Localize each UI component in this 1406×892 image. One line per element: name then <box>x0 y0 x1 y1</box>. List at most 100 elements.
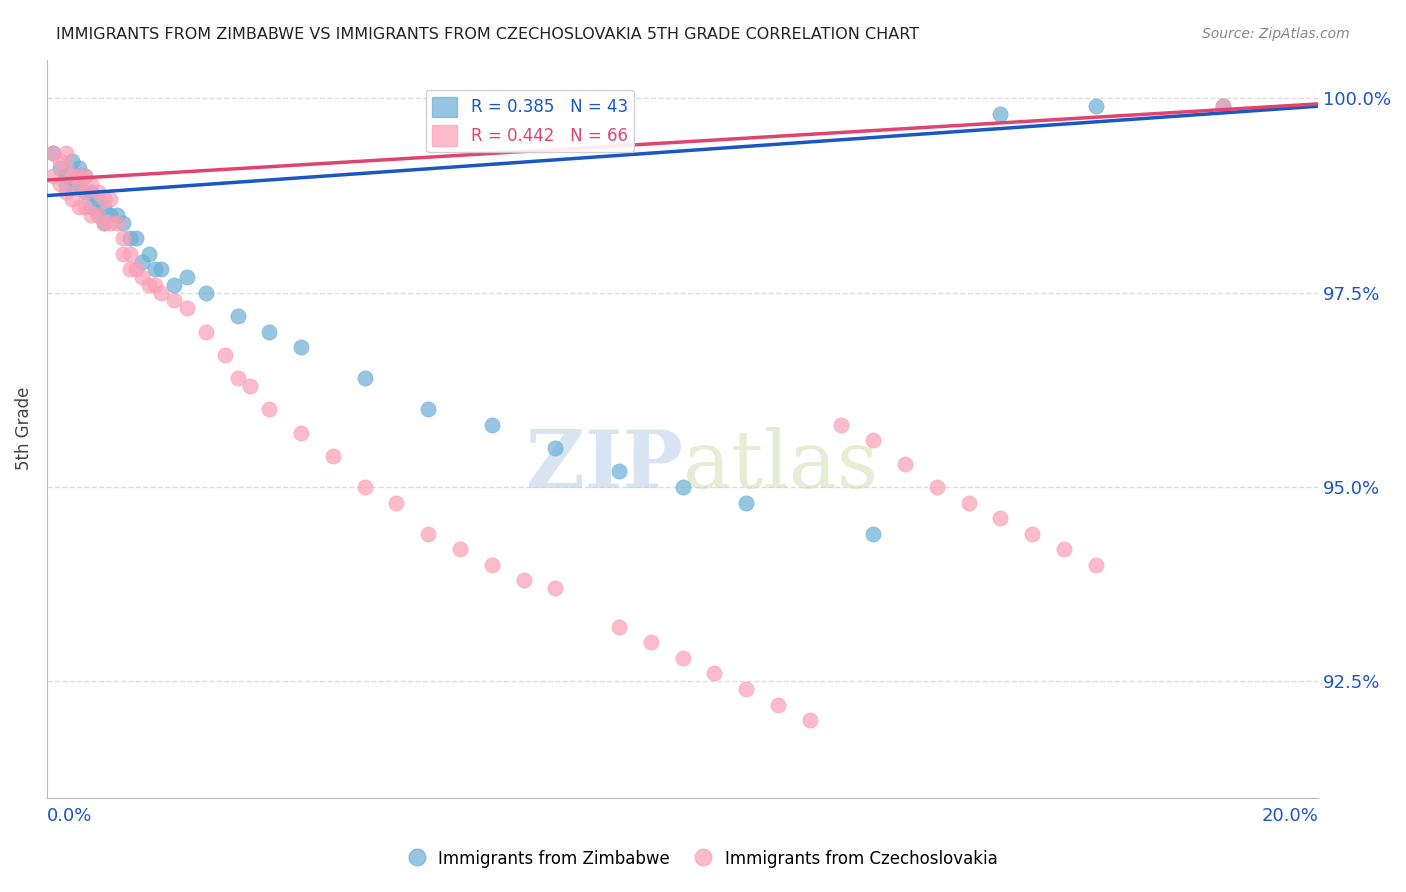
Point <box>80 200 103 214</box>
Point <box>67 169 90 183</box>
Point <box>607 465 630 479</box>
Point <box>67 169 90 183</box>
Point <box>60 169 83 183</box>
Point <box>862 434 884 448</box>
Point <box>87 193 110 207</box>
Point <box>67 161 90 176</box>
Point <box>80 208 103 222</box>
Point <box>957 495 980 509</box>
Point <box>138 277 160 292</box>
Point <box>449 542 471 557</box>
Point <box>55 169 77 183</box>
Point <box>194 285 217 300</box>
Y-axis label: 5th Grade: 5th Grade <box>15 387 32 470</box>
Point <box>481 417 503 432</box>
Point <box>73 200 96 214</box>
Point <box>353 371 375 385</box>
Point <box>112 216 135 230</box>
Legend: R = 0.385   N = 43, R = 0.442   N = 66: R = 0.385 N = 43, R = 0.442 N = 66 <box>426 90 634 153</box>
Point <box>176 301 198 316</box>
Point <box>1053 542 1076 557</box>
Point <box>259 325 281 339</box>
Point <box>42 145 65 160</box>
Point <box>100 193 122 207</box>
Point <box>93 200 115 214</box>
Point <box>80 177 103 191</box>
Point <box>862 526 884 541</box>
Point <box>125 262 148 277</box>
Point <box>640 635 662 649</box>
Text: IMMIGRANTS FROM ZIMBABWE VS IMMIGRANTS FROM CZECHOSLOVAKIA 5TH GRADE CORRELATION: IMMIGRANTS FROM ZIMBABWE VS IMMIGRANTS F… <box>56 27 920 42</box>
Text: Source: ZipAtlas.com: Source: ZipAtlas.com <box>1202 27 1350 41</box>
Point <box>163 277 186 292</box>
Point <box>105 216 128 230</box>
Point <box>105 208 128 222</box>
Point <box>799 713 821 727</box>
Point <box>55 145 77 160</box>
Point <box>418 526 440 541</box>
Point <box>48 153 70 168</box>
Point <box>42 169 65 183</box>
Point <box>353 480 375 494</box>
Point <box>322 449 344 463</box>
Point <box>1212 99 1234 113</box>
Point <box>93 193 115 207</box>
Point <box>1021 526 1043 541</box>
Text: 20.0%: 20.0% <box>1261 807 1319 825</box>
Point <box>385 495 408 509</box>
Point <box>259 402 281 417</box>
Point <box>131 254 153 268</box>
Point <box>100 208 122 222</box>
Point <box>671 480 693 494</box>
Point <box>290 340 312 354</box>
Point <box>131 270 153 285</box>
Point <box>55 177 77 191</box>
Point <box>176 270 198 285</box>
Point <box>735 681 758 696</box>
Point <box>73 185 96 199</box>
Point <box>150 262 173 277</box>
Point <box>512 573 534 587</box>
Point <box>112 231 135 245</box>
Point <box>87 208 110 222</box>
Point <box>150 285 173 300</box>
Point <box>60 153 83 168</box>
Text: 0.0%: 0.0% <box>46 807 93 825</box>
Point <box>607 620 630 634</box>
Point <box>735 495 758 509</box>
Point <box>93 216 115 230</box>
Point <box>671 651 693 665</box>
Point <box>1084 558 1107 572</box>
Point <box>60 177 83 191</box>
Point <box>55 161 77 176</box>
Point <box>73 169 96 183</box>
Text: atlas: atlas <box>682 426 877 505</box>
Point <box>118 247 141 261</box>
Point <box>118 231 141 245</box>
Point <box>830 417 852 432</box>
Point <box>226 371 249 385</box>
Point <box>67 200 90 214</box>
Point <box>1084 99 1107 113</box>
Point <box>894 457 917 471</box>
Text: ZIP: ZIP <box>526 426 682 505</box>
Point <box>544 581 567 595</box>
Point <box>418 402 440 417</box>
Point <box>87 208 110 222</box>
Point <box>118 262 141 277</box>
Point <box>87 185 110 199</box>
Point <box>48 161 70 176</box>
Point <box>239 379 262 393</box>
Point <box>80 185 103 199</box>
Point <box>143 277 166 292</box>
Point <box>163 293 186 308</box>
Point <box>93 216 115 230</box>
Point <box>67 177 90 191</box>
Point <box>112 247 135 261</box>
Point <box>100 216 122 230</box>
Point <box>67 177 90 191</box>
Point <box>1212 99 1234 113</box>
Point <box>481 558 503 572</box>
Point <box>55 185 77 199</box>
Point <box>138 247 160 261</box>
